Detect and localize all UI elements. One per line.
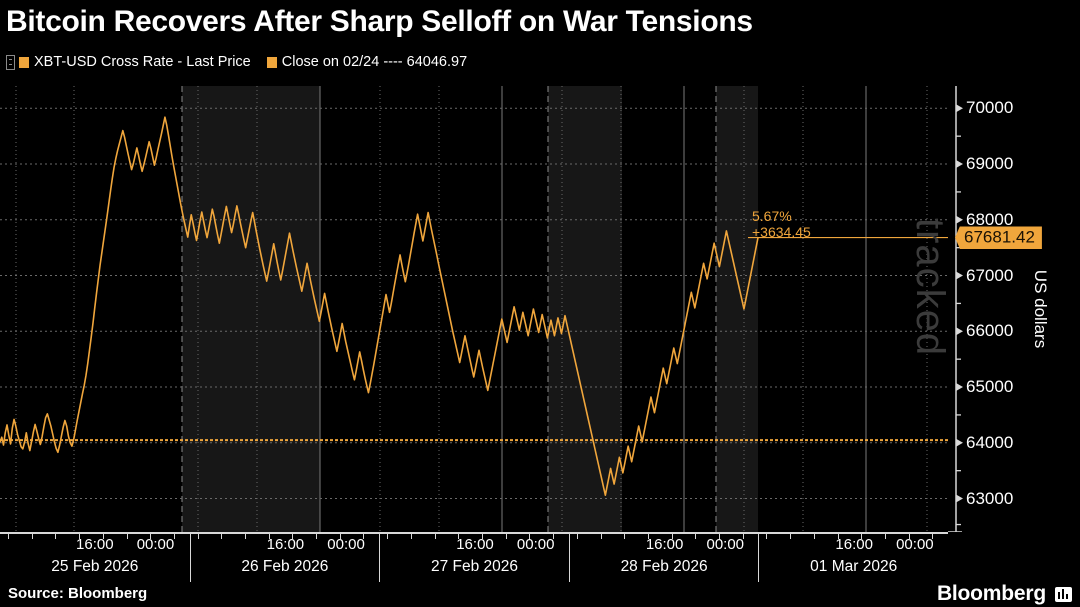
y-axis-tick-label: 65000 <box>966 377 1014 397</box>
x-axis-day-group: 16:00 00:00 27 Feb 2026 <box>379 532 569 584</box>
x-axis-minor-tick <box>695 532 696 539</box>
horizontal-gridlines <box>0 107 948 500</box>
x-axis-time-label: 00:00 <box>516 536 555 553</box>
x-axis-minor-tick <box>103 532 104 539</box>
x-axis-minor-tick <box>174 532 175 539</box>
x-axis-day-group: 16:00 00:00 28 Feb 2026 <box>568 532 759 584</box>
x-axis-minor-tick <box>8 532 9 539</box>
x-axis-minor-tick <box>909 532 910 539</box>
x-axis-minor-tick <box>885 532 886 539</box>
x-axis-time-label: 16:00 <box>266 536 305 553</box>
chart-plot-area[interactable]: 5.67% +3634.45 <box>0 86 948 532</box>
x-axis-minor-tick <box>32 532 33 539</box>
x-axis-minor-tick <box>529 532 530 539</box>
x-axis-date-label: 26 Feb 2026 <box>241 558 329 575</box>
legend-label-series: XBT-USD Cross Rate - Last Price <box>34 54 251 70</box>
x-axis-minor-tick <box>790 532 791 539</box>
legend-swatch-reference <box>266 56 277 68</box>
x-axis-minor-tick <box>601 532 602 539</box>
x-axis-line <box>0 532 948 534</box>
x-axis-minor-tick <box>458 532 459 539</box>
x-axis-minor-tick <box>150 532 151 539</box>
x-axis-minor-tick <box>814 532 815 539</box>
y-axis-tick-label: 66000 <box>966 321 1014 341</box>
x-axis-day-group: 16:00 00:00 01 Mar 2026 <box>758 532 948 584</box>
x-axis-minor-tick <box>719 532 720 539</box>
x-axis-time-label: 00:00 <box>327 536 365 553</box>
x-axis-minor-tick <box>387 532 388 539</box>
bloomberg-logo-icon <box>1055 587 1072 602</box>
x-axis-day-group: 16:00 00:00 26 Feb 2026 <box>189 532 380 584</box>
annotation-change-abs: +3634.45 <box>752 223 811 240</box>
x-axis-date-label: 25 Feb 2026 <box>51 558 139 575</box>
x-axis-minor-tick <box>340 532 341 539</box>
bloomberg-wordmark: Bloomberg <box>936 582 1046 605</box>
x-axis-minor-tick <box>292 532 293 539</box>
x-axis-time-label: 16:00 <box>456 536 494 553</box>
x-axis-date-label: 01 Mar 2026 <box>810 558 898 575</box>
legend-drag-handle-icon[interactable] <box>6 54 15 70</box>
x-axis-time-label: 00:00 <box>706 536 745 553</box>
x-axis-time-label: 00:00 <box>896 536 934 553</box>
x-axis-minor-tick <box>411 532 412 539</box>
x-axis-minor-tick <box>861 532 862 539</box>
price-chart-svg <box>0 86 948 532</box>
x-axis-minor-tick <box>624 532 625 539</box>
x-axis-minor-tick <box>932 532 933 539</box>
footer-bar: Source: Bloomberg Bloomberg <box>0 582 1080 607</box>
page-title: Bitcoin Recovers After Sharp Selloff on … <box>6 5 753 38</box>
x-axis-date-label: 28 Feb 2026 <box>620 558 708 575</box>
x-axis-time-label: 16:00 <box>835 536 873 553</box>
y-axis-tick-label: 68000 <box>966 209 1014 229</box>
x-axis-minor-tick <box>672 532 673 539</box>
x-axis-minor-tick <box>221 532 222 539</box>
x-axis-minor-tick <box>838 532 839 539</box>
x-axis-minor-tick <box>435 532 436 539</box>
y-axis-ticks <box>948 86 963 532</box>
x-axis-minor-tick <box>482 532 483 539</box>
x-axis-minor-tick <box>766 532 767 539</box>
session-shading-bands <box>182 86 758 532</box>
y-axis-tick-label: 70000 <box>966 98 1014 118</box>
source-text: Source: Bloomberg <box>8 585 148 602</box>
x-axis-minor-tick <box>577 532 578 539</box>
x-axis-minor-tick <box>743 532 744 539</box>
x-axis-minor-tick <box>506 532 507 539</box>
y-axis-title: US dollars <box>1030 269 1050 349</box>
x-axis-minor-tick <box>198 532 199 539</box>
x-axis-minor-tick <box>127 532 128 539</box>
x-axis-time-label: 16:00 <box>76 536 114 553</box>
legend-swatch-series <box>19 56 29 68</box>
x-axis-minor-tick <box>648 532 649 539</box>
x-axis-time-label: 00:00 <box>136 536 175 553</box>
legend-label-reference: Close on 02/24 ---- 64046.97 <box>281 54 468 70</box>
y-axis-tick-label: 67000 <box>966 265 1014 285</box>
x-axis-minor-tick <box>363 532 364 539</box>
chart-legend: XBT-USD Cross Rate - Last Price Close on… <box>6 52 467 72</box>
current-price-badge: 67681.42 <box>955 226 1042 250</box>
vertical-gridlines <box>15 86 928 532</box>
x-axis-minor-tick <box>316 532 317 539</box>
y-axis-tick-label: 69000 <box>966 154 1014 174</box>
x-axis-time-label: 16:00 <box>645 536 684 553</box>
y-axis-tick-label: 64000 <box>966 432 1014 452</box>
x-axis-day-group: 16:00 00:00 25 Feb 2026 <box>0 532 190 584</box>
x-axis-minor-tick <box>245 532 246 539</box>
x-axis-minor-tick <box>269 532 270 539</box>
x-axis-minor-tick <box>553 532 554 539</box>
x-axis: 16:00 00:00 25 Feb 2026 16:00 00:00 26 Feb 20… <box>0 532 948 584</box>
annotation-change-pct: 5.67% <box>752 207 792 224</box>
y-axis-tick-label: 63000 <box>966 488 1014 508</box>
price-series-line <box>0 116 759 496</box>
x-axis-date-label: 27 Feb 2026 <box>430 558 518 575</box>
x-axis-minor-tick <box>55 532 56 539</box>
x-axis-minor-tick <box>79 532 80 539</box>
y-axis: 63000 64000 65000 66000 67000 68000 69000 70000… <box>948 86 1080 532</box>
